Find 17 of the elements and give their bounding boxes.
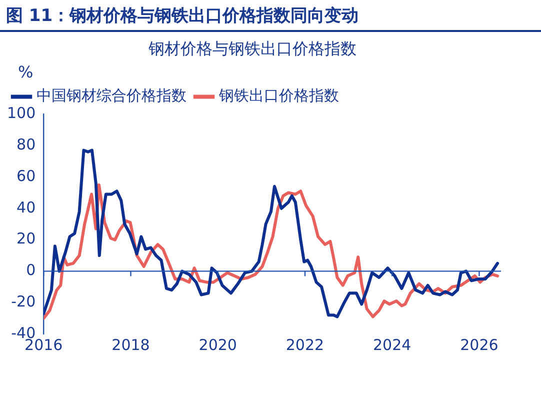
- y-tick-label: 40: [16, 198, 36, 216]
- y-tick-label: 0: [26, 261, 36, 280]
- x-tick-label: 2020: [198, 336, 237, 354]
- y-tick-label: -20: [11, 292, 36, 310]
- y-tick-label: 100: [6, 104, 36, 122]
- legend-label: 中国钢材综合价格指数: [36, 86, 186, 105]
- y-tick-label: 20: [16, 230, 36, 248]
- chart-title: 图 11：钢材价格与钢铁出口价格指数同向变动: [0, 0, 541, 32]
- x-tick-label: 2018: [112, 336, 150, 354]
- x-tick-label: 2024: [373, 336, 412, 354]
- y-tick-label: 80: [16, 135, 36, 154]
- y-tick-label: 60: [16, 166, 36, 185]
- chart-subtitle: 钢材价格与钢铁出口价格指数: [148, 38, 356, 58]
- y-axis-title: %: [18, 62, 34, 82]
- legend-label: 钢铁出口价格指数: [218, 86, 339, 105]
- x-tick-label: 2026: [460, 336, 498, 354]
- x-tick-label: 2022: [286, 336, 324, 354]
